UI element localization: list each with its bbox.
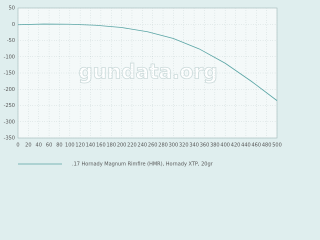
y-tick-label: -50: [7, 38, 15, 44]
y-tick-label: -200: [4, 87, 15, 93]
x-tick-label: 120: [75, 143, 85, 149]
x-tick-label: 100: [65, 143, 75, 149]
x-tick-label: 180: [106, 143, 116, 149]
x-tick-label: 280: [158, 143, 168, 149]
x-tick-label: 240: [138, 143, 148, 149]
x-tick-label: 140: [86, 143, 96, 149]
x-tick-label: 440: [241, 143, 251, 149]
x-tick-label: 0: [16, 143, 19, 149]
x-tick-label: 80: [56, 143, 62, 149]
x-tick-label: 320: [179, 143, 189, 149]
x-tick-label: 380: [210, 143, 220, 149]
y-tick-label: 0: [12, 22, 15, 28]
y-tick-label: -300: [4, 119, 15, 125]
y-tick-label: -250: [4, 103, 15, 109]
x-tick-label: 60: [46, 143, 52, 149]
plot-area: [17, 7, 278, 139]
x-tick-label: 500: [272, 143, 282, 149]
watermark: gundata.org: [78, 60, 217, 84]
series-line: [17, 23, 278, 101]
y-tick-label: 50: [9, 6, 15, 12]
x-tick-label: 160: [96, 143, 106, 149]
x-tick-label: 20: [25, 143, 31, 149]
x-tick-label: 40: [36, 143, 42, 149]
y-tick-label: -350: [4, 136, 15, 142]
x-tick-label: 300: [169, 143, 179, 149]
x-tick-label: 420: [231, 143, 241, 149]
x-tick-label: 340: [189, 143, 199, 149]
x-tick-label: 200: [117, 143, 127, 149]
y-tick-label: -150: [4, 71, 15, 77]
legend-label: .17 Hornady Magnum Rimfire (HMR), Hornad…: [72, 162, 214, 168]
chart: gundata.org .17 Hornady Magnum Rimfire (…: [3, 5, 282, 168]
x-tick-label: 460: [252, 143, 262, 149]
x-tick-label: 480: [262, 143, 272, 149]
y-tick-label: -100: [4, 54, 15, 60]
x-tick-label: 400: [220, 143, 230, 149]
x-tick-label: 260: [148, 143, 158, 149]
x-tick-label: 220: [127, 143, 137, 149]
x-tick-label: 360: [200, 143, 210, 149]
